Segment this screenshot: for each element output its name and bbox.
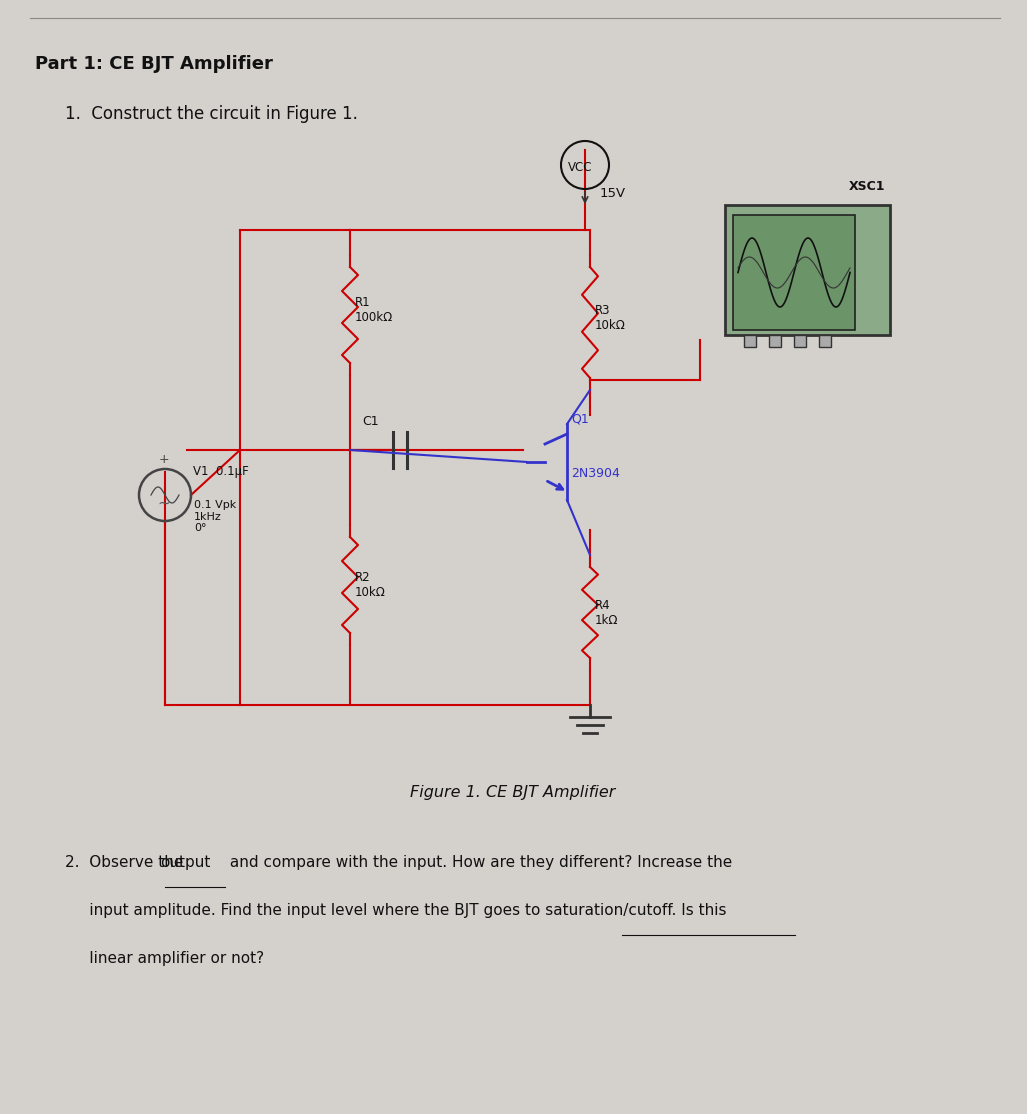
Text: R3
10kΩ: R3 10kΩ: [595, 303, 625, 332]
Bar: [769, 335, 781, 346]
Text: VCC: VCC: [568, 160, 593, 174]
Text: R4
1kΩ: R4 1kΩ: [595, 598, 618, 626]
Text: Q1: Q1: [571, 412, 588, 426]
Text: and compare with the input. How are they different? Increase the: and compare with the input. How are they…: [225, 856, 732, 870]
Text: 0.1 Vpk
1kHz
0°: 0.1 Vpk 1kHz 0°: [194, 500, 236, 534]
Text: Figure 1. CE BJT Amplifier: Figure 1. CE BJT Amplifier: [411, 785, 616, 800]
Text: linear amplifier or not?: linear amplifier or not?: [65, 951, 264, 966]
Text: 2N3904: 2N3904: [571, 467, 620, 480]
Text: 1.  Construct the circuit in Figure 1.: 1. Construct the circuit in Figure 1.: [65, 105, 357, 123]
Bar: [733, 215, 855, 330]
Bar: [744, 335, 756, 346]
Text: R1
100kΩ: R1 100kΩ: [355, 296, 393, 324]
Text: XSC1: XSC1: [848, 180, 885, 193]
Text: input amplitude. Find the input level where the BJT goes to saturation/cutoff. I: input amplitude. Find the input level wh…: [65, 903, 726, 918]
Text: +: +: [159, 453, 169, 466]
FancyBboxPatch shape: [725, 205, 890, 335]
Text: V1  0.1μF: V1 0.1μF: [193, 465, 249, 478]
Text: output: output: [160, 856, 211, 870]
Text: C1: C1: [362, 416, 379, 428]
Bar: [794, 335, 806, 346]
Text: ~: ~: [157, 496, 170, 510]
Bar: [819, 335, 831, 346]
Text: 2.  Observe the: 2. Observe the: [65, 856, 188, 870]
Text: 15V: 15V: [600, 187, 626, 201]
Text: R2
10kΩ: R2 10kΩ: [355, 571, 386, 599]
Text: Part 1: CE BJT Amplifier: Part 1: CE BJT Amplifier: [35, 55, 273, 74]
